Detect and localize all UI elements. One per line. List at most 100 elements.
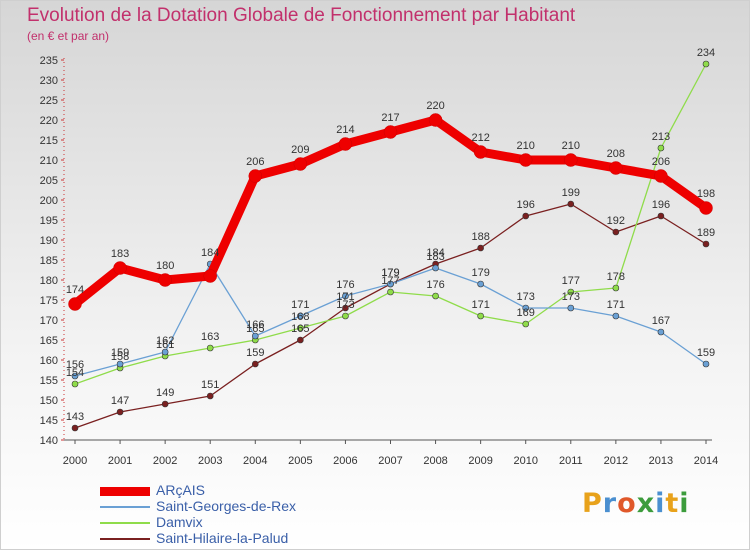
legend-label: Saint-Georges-de-Rex	[156, 498, 297, 514]
logo-letter: t	[665, 488, 680, 519]
data-label: 196	[517, 199, 535, 211]
data-label: 188	[471, 231, 489, 243]
data-label: 183	[426, 251, 444, 263]
y-tick-label: 235	[40, 55, 58, 67]
legend-swatch	[100, 522, 150, 524]
data-label: 163	[201, 331, 219, 343]
series-point-0	[564, 153, 578, 167]
chart-title: Evolution de la Dotation Globale de Fonc…	[27, 5, 576, 26]
y-tick-label: 165	[40, 335, 58, 347]
series-point-1	[477, 280, 484, 288]
data-label: 183	[111, 248, 129, 260]
data-label: 154	[66, 367, 84, 379]
x-tick-label: 2002	[153, 455, 177, 467]
y-tick-label: 140	[40, 435, 58, 447]
data-label: 147	[111, 395, 129, 407]
x-tick-label: 2004	[243, 455, 267, 467]
y-tick-label: 205	[40, 175, 58, 187]
x-tick-label: 2003	[198, 455, 222, 467]
series-point-1	[251, 332, 259, 340]
y-tick-label: 160	[40, 355, 58, 367]
data-label: 196	[652, 199, 670, 211]
series-point-2	[702, 60, 710, 68]
logo-letter: P	[582, 488, 603, 519]
series-point-0	[68, 297, 82, 311]
series-point-2	[342, 312, 349, 320]
data-label: 151	[201, 379, 219, 391]
data-label: 220	[426, 100, 444, 112]
chart-series	[68, 60, 713, 432]
series-point-1	[702, 360, 710, 368]
series-point-0	[518, 153, 533, 167]
data-label: 165	[246, 323, 264, 335]
series-point-3	[251, 360, 259, 368]
series-point-3	[702, 240, 710, 248]
series-point-2	[387, 288, 394, 296]
proxiti-logo: Proxiti	[582, 488, 690, 519]
series-point-3	[116, 408, 124, 416]
y-tick-label: 180	[40, 275, 58, 287]
series-point-0	[473, 145, 488, 159]
data-label: 178	[607, 271, 625, 283]
series-point-3	[342, 304, 349, 312]
logo-letter: i	[679, 488, 690, 519]
data-label: 159	[246, 347, 264, 359]
series-point-2	[612, 284, 620, 292]
logo-letter: i	[655, 488, 666, 519]
series-point-0	[338, 137, 353, 151]
data-label: 213	[652, 131, 670, 143]
data-label: 210	[562, 140, 580, 152]
series-point-0	[293, 157, 308, 171]
data-label: 143	[66, 411, 84, 423]
series-point-3	[522, 212, 530, 220]
series-point-2	[657, 144, 665, 152]
series-point-0	[428, 113, 443, 127]
data-label: 171	[471, 299, 489, 311]
series-point-1	[161, 348, 169, 356]
data-label: 173	[336, 299, 354, 311]
data-label: 217	[381, 112, 399, 124]
data-label: 199	[562, 187, 580, 199]
data-label: 176	[426, 279, 444, 291]
y-tick-label: 210	[40, 155, 58, 167]
data-label: 184	[201, 247, 219, 259]
series-point-3	[477, 244, 484, 252]
data-label: 159	[697, 347, 715, 359]
data-label: 179	[381, 267, 399, 279]
series-point-0	[158, 273, 172, 287]
series-point-2	[206, 344, 214, 352]
series-point-0	[248, 169, 263, 183]
x-tick-label: 2006	[333, 455, 357, 467]
series-point-0	[609, 161, 623, 175]
series-point-1	[297, 312, 304, 320]
data-label: 173	[562, 291, 580, 303]
x-tick-label: 2012	[604, 455, 628, 467]
y-tick-label: 145	[40, 415, 58, 427]
data-label: 209	[291, 144, 309, 156]
legend-swatch	[100, 506, 150, 508]
x-tick-label: 2009	[468, 455, 492, 467]
data-label: 184	[426, 247, 444, 259]
series-point-2	[71, 380, 79, 388]
data-label: 158	[111, 351, 129, 363]
data-label: 214	[336, 124, 354, 136]
legend-swatch	[100, 538, 150, 540]
series-point-2	[477, 312, 484, 320]
data-labels: 143 147 149 151 159 165 171 179 184 188 196 199 192 1…	[66, 47, 715, 423]
series-point-3	[612, 228, 620, 236]
y-tick-label: 155	[40, 375, 58, 387]
y-tick-label: 175	[40, 295, 58, 307]
data-label: 208	[607, 148, 625, 160]
data-label: 162	[156, 335, 174, 347]
legend-swatch	[100, 486, 150, 496]
series-point-1	[387, 280, 394, 288]
data-label: 171	[291, 299, 309, 311]
series-point-0	[699, 201, 713, 215]
x-tick-label: 2001	[108, 455, 132, 467]
series-point-3	[161, 400, 169, 408]
y-tick-label: 190	[40, 235, 58, 247]
series-point-0	[203, 269, 217, 283]
series-point-1	[522, 304, 530, 312]
x-tick-label: 2011	[559, 455, 583, 467]
